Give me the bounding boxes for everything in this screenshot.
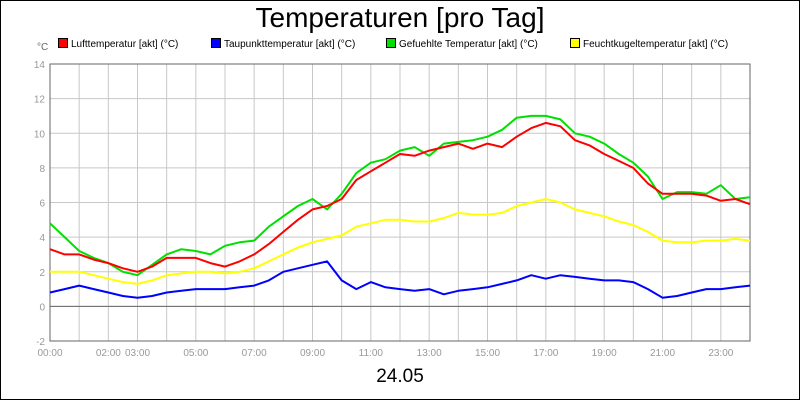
y-tick-label: 12 — [34, 95, 46, 106]
x-tick-label: 19:00 — [592, 348, 617, 359]
series-line-lufttemperatur — [49, 121, 751, 273]
date-label: 24.05 — [376, 366, 424, 387]
x-tick-label: 03:00 — [125, 348, 150, 359]
legend-label-lufttemperatur: Lufttemperatur [akt] (°C) — [71, 39, 179, 50]
x-tick-label: 11:00 — [359, 348, 384, 359]
y-tick-label: 6 — [39, 199, 45, 210]
y-tick-label: 2 — [39, 268, 45, 279]
plot-border — [49, 63, 751, 342]
x-tick-label: 09:00 — [300, 348, 325, 359]
y-tick-label: 4 — [39, 233, 45, 244]
y-unit-label: °C — [37, 42, 49, 53]
chart-title: Temperaturen [pro Tag] — [255, 2, 545, 33]
legend-swatch-gefuehlte-temperatur — [386, 38, 396, 48]
legend-swatch-feuchtkugeltemperatur — [570, 38, 580, 48]
x-tick-label: 23:00 — [708, 348, 733, 359]
legend-item-feuchtkugeltemperatur: Feuchtkugeltemperatur [akt] (°C) — [570, 38, 728, 50]
y-tick-label: 14 — [34, 60, 46, 71]
legend-label-feuchtkugeltemperatur: Feuchtkugeltemperatur [akt] (°C) — [583, 39, 729, 50]
y-tick-label: 10 — [34, 129, 46, 140]
series-line-gefuehlte-temperatur — [49, 114, 751, 277]
x-tick-label: 17:00 — [533, 348, 558, 359]
legend-swatch-taupunkttemperatur — [211, 38, 221, 48]
legend-label-gefuehlte-temperatur: Gefuehlte Temperatur [akt] (°C) — [399, 39, 538, 50]
legend-label-taupunkttemperatur: Taupunkttemperatur [akt] (°C) — [224, 39, 356, 50]
x-tick-label: 15:00 — [475, 348, 500, 359]
series-line-feuchtkugeltemperatur — [50, 198, 751, 285]
x-tick-label: 21:00 — [650, 348, 675, 359]
legend-item-lufttemperatur: Lufttemperatur [akt] (°C) — [58, 38, 178, 50]
y-tick-label: 8 — [39, 164, 45, 175]
x-tick-label: 13:00 — [417, 348, 442, 359]
legend-swatch-lufttemperatur — [58, 38, 68, 48]
legend-item-gefuehlte-temperatur: Gefuehlte Temperatur [akt] (°C) — [386, 38, 538, 50]
series-line-taupunkttemperatur — [49, 260, 751, 299]
y-tick-label: -2 — [36, 337, 45, 348]
y-tick-label: 0 — [39, 302, 45, 313]
legend-item-taupunkttemperatur: Taupunkttemperatur [akt] (°C) — [211, 38, 355, 50]
x-tick-label: 05:00 — [183, 348, 208, 359]
x-tick-label: 02:00 — [96, 348, 121, 359]
x-tick-label: 07:00 — [242, 348, 267, 359]
x-tick-label: 00:00 — [37, 348, 62, 359]
